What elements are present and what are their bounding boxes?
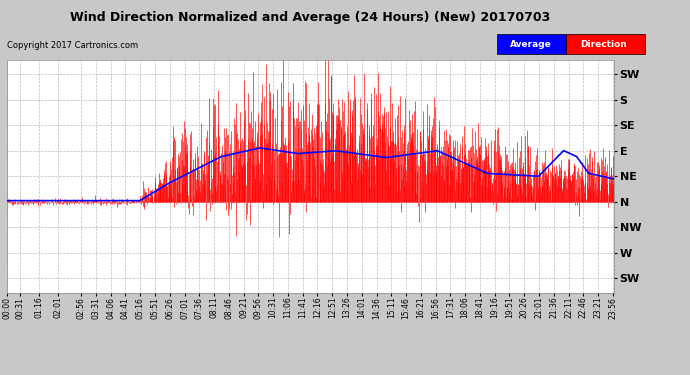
Text: Wind Direction Normalized and Average (24 Hours) (New) 20170703: Wind Direction Normalized and Average (2… xyxy=(70,11,551,24)
Text: Direction: Direction xyxy=(580,40,627,49)
Text: Average: Average xyxy=(511,40,552,49)
Text: Copyright 2017 Cartronics.com: Copyright 2017 Cartronics.com xyxy=(7,41,138,50)
